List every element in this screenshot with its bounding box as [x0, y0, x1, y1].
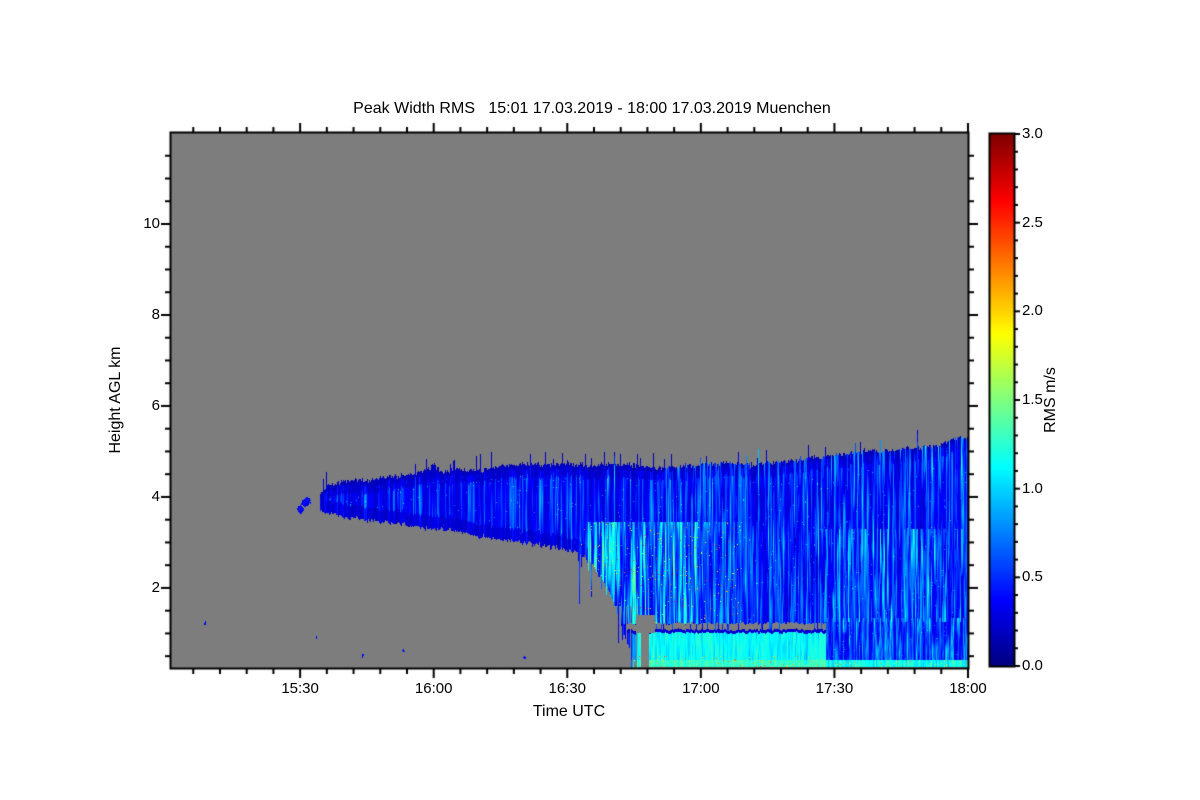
y-tick-label: 4: [151, 487, 160, 505]
colorbar-tick-label: 0.0: [1022, 657, 1043, 674]
colorbar-tick-label: 0.5: [1022, 568, 1043, 586]
x-tick-label: 16:00: [414, 680, 453, 697]
y-tick-label: 8: [151, 305, 160, 323]
colorbar-tick-label: 2.5: [1022, 213, 1043, 231]
y-tick-label: 6: [151, 396, 160, 414]
colorbar-tick-label: 3.0: [1022, 125, 1043, 142]
colorbar-tick-label: 1.5: [1022, 391, 1043, 408]
colorbar-tick-label: 2.0: [1022, 302, 1043, 320]
chart-title: Peak Width RMS 15:01 17.03.2019 - 18:00 …: [353, 100, 831, 117]
x-tick-label: 17:30: [815, 680, 854, 697]
y-tick-label: 2: [151, 578, 160, 596]
x-tick-label: 15:30: [281, 680, 319, 697]
x-axis-title: Time UTC: [532, 703, 606, 720]
x-tick-label: 18:00: [949, 680, 987, 697]
x-tick-label: 17:00: [682, 680, 720, 697]
y-tick-label: 10: [143, 214, 160, 232]
colorbar-tick-label: 1.0: [1022, 479, 1043, 497]
x-tick-label: 16:30: [548, 680, 587, 697]
